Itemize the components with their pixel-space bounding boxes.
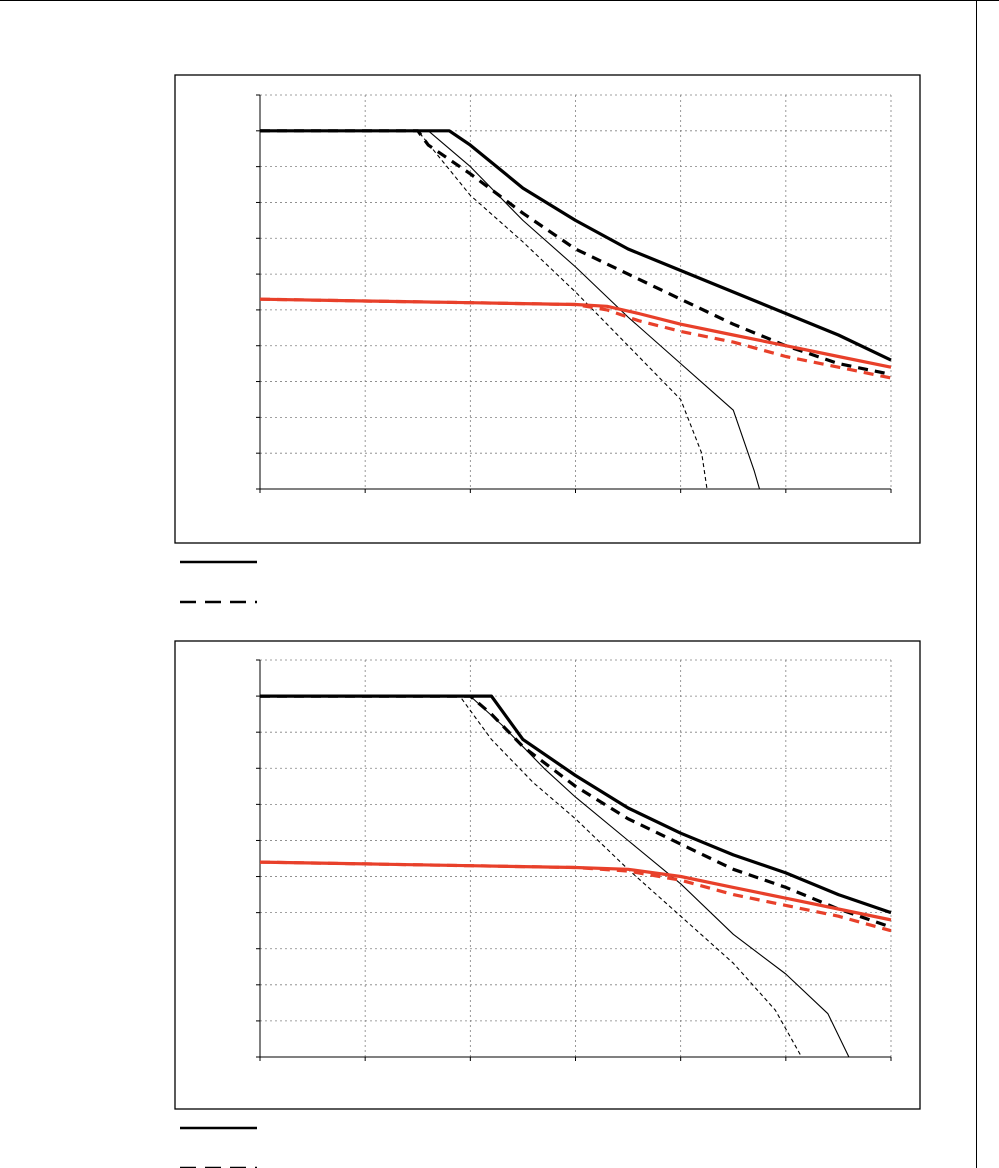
page-right-rule — [976, 0, 977, 1168]
chart-1-series-black-thin-dashed — [260, 130, 891, 490]
chart-1-series-black-thick-dashed — [260, 129, 892, 376]
chart-2-series-red-thick-dashed — [259, 860, 892, 933]
chart-1-frame — [174, 74, 921, 544]
chart-2-frame — [174, 640, 921, 1110]
chart-1-series-red-thick-dashed — [259, 297, 892, 380]
chart-2-series-black-thin-solid — [260, 695, 891, 1058]
chart-2-series-black-thin-dashed — [260, 695, 891, 1058]
page-top-rule — [0, 0, 999, 1]
